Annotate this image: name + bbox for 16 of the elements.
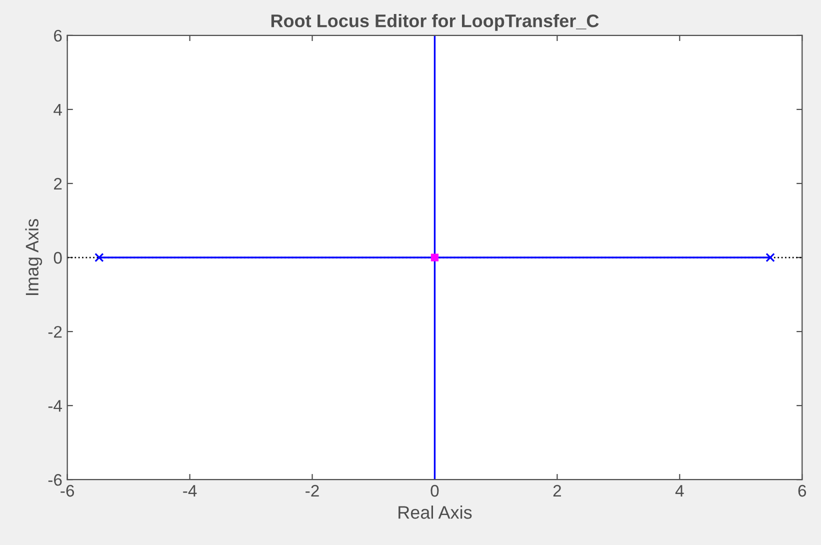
y-tick-label: 2 (54, 178, 62, 190)
y-axis-title: Imag Axis (25, 219, 42, 295)
y-tick-label: -6 (48, 474, 62, 486)
x-tick-label: 4 (675, 485, 684, 497)
y-tick-label: -4 (48, 400, 62, 412)
x-tick-label: -2 (306, 484, 319, 497)
chart-title: Root Locus Editor for LoopTransfer_C (271, 14, 599, 31)
x-tick-label: -4 (183, 485, 197, 497)
y-tick-label: 4 (54, 104, 62, 116)
y-tick-label: -2 (48, 326, 62, 338)
x-tick-label: 2 (553, 484, 561, 497)
y-tick-label: 6 (54, 30, 62, 42)
y-tick-label: 0 (54, 252, 62, 264)
x-axis-title: Real Axis (398, 506, 472, 519)
x-tick-label: 0 (430, 484, 439, 497)
x-tick-label: 6 (798, 484, 806, 497)
